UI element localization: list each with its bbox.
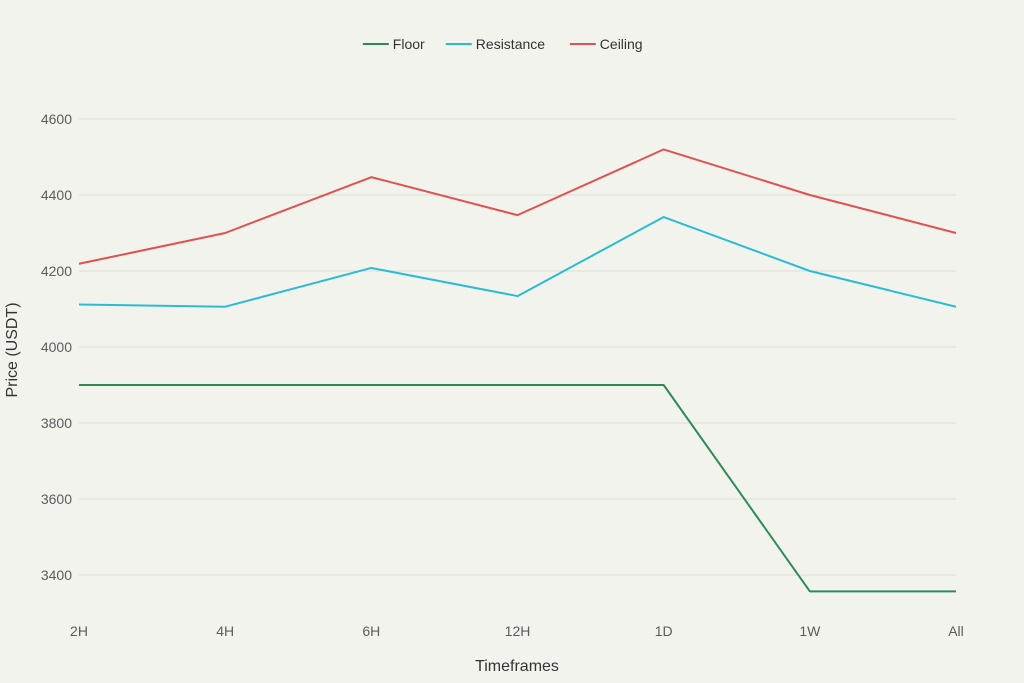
y-tick-label: 3600 [41,491,72,507]
y-tick-label: 4400 [41,187,72,203]
y-axis-ticks: 3400 3600 3800 4000 4200 4400 4600 [41,111,72,583]
series-line-ceiling [78,148,957,265]
legend-item-resistance[interactable]: Resistance [445,36,545,52]
x-tick-label: 1D [655,623,673,639]
gridlines [79,118,956,576]
x-tick-label: 12H [505,623,531,639]
legend-item-floor[interactable]: Floor [362,36,425,52]
x-tick-label: 6H [362,623,380,639]
x-tick-label: 4H [216,623,234,639]
y-tick-label: 4600 [41,111,72,127]
y-axis-title: Price (USDT) [4,302,21,397]
legend: Floor Resistance Ceiling [362,36,643,52]
legend-label: Ceiling [600,36,643,52]
y-tick-label: 4200 [41,263,72,279]
y-tick-label: 3400 [41,567,72,583]
x-tick-label: 1W [799,623,821,639]
y-tick-label: 4000 [41,339,72,355]
x-tick-label: 2H [70,623,88,639]
series-line-floor [79,384,956,593]
series-line-resistance [78,216,957,308]
legend-label: Resistance [476,36,545,52]
series-lines [78,148,957,593]
legend-label: Floor [393,36,425,52]
y-tick-label: 3800 [41,415,72,431]
x-tick-label: All [948,623,964,639]
x-axis-ticks: 2H 4H 6H 12H 1D 1W All [70,623,964,639]
x-axis-title: Timeframes [475,658,559,675]
legend-item-ceiling[interactable]: Ceiling [569,36,643,52]
